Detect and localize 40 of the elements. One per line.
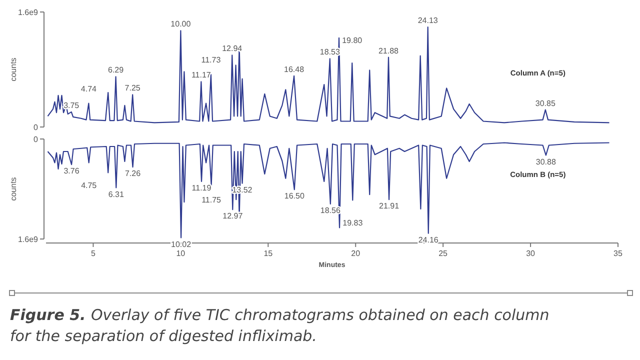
y-axis-title: counts: [9, 177, 18, 201]
annotation: 4.74: [80, 84, 98, 94]
annotation: 21.91: [379, 202, 400, 211]
annotation: 4.75: [81, 180, 98, 190]
y-tick-label: 1.6e9: [18, 8, 39, 17]
annotation: 16.48: [284, 64, 305, 74]
x-tick-label: 20: [351, 249, 361, 258]
annotation: 16.50: [284, 192, 305, 201]
x-tick-label: 10: [176, 249, 186, 258]
annotation: 7.25: [124, 84, 141, 93]
annotation: 6.29: [108, 66, 124, 75]
annotation: 3.75: [64, 100, 80, 110]
annotation: 3.76: [64, 166, 80, 176]
y-tick-label: 0: [34, 135, 39, 144]
annotation: 19.80: [342, 36, 363, 46]
annotation: 24.13: [418, 16, 438, 26]
y-tick-label: 1.6e9: [18, 235, 39, 244]
annotation: 10.00: [170, 20, 192, 29]
caption: Figure 5. Overlay of five TIC chromatograms obtained on each column for the separation of digested infliximab.: [10, 306, 550, 345]
annotation: 19.83: [342, 218, 364, 228]
annotation: 11.17: [191, 70, 212, 80]
y-tick-label: 0: [34, 123, 39, 132]
x-tick-label: 15: [264, 249, 274, 258]
annotation: 11.73: [201, 56, 222, 65]
annotation: 11.75: [202, 195, 222, 204]
x-tick-label: 35: [614, 249, 623, 258]
line-series: [47, 26, 610, 124]
y-axis-title: counts: [9, 58, 18, 82]
annotation: 30.88: [536, 157, 556, 166]
annotation: 24.16: [418, 235, 439, 244]
line-series: [47, 142, 610, 238]
x-tick-label: 30: [526, 249, 536, 258]
annotation: 30.85: [535, 98, 556, 108]
x-tick-label: 5: [91, 249, 96, 258]
annotation: 7.26: [124, 169, 142, 178]
x-tick-label: 25: [438, 249, 448, 258]
annotation: 6.31: [108, 190, 124, 199]
annotation: 11.19: [192, 184, 212, 192]
annotation: 21.88: [378, 46, 400, 56]
annotation: 12.97: [222, 212, 244, 221]
